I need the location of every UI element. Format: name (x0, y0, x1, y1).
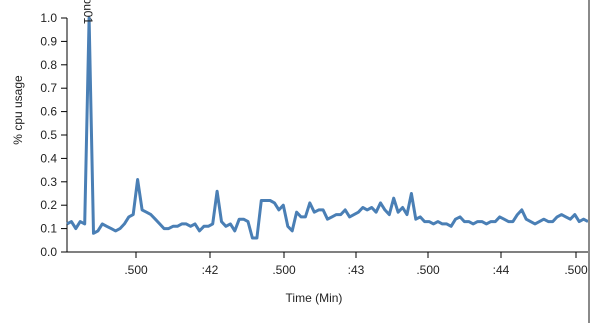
x-tick-label: .500 (124, 263, 148, 277)
x-tick-label: .500 (272, 263, 296, 277)
y-tick-label: 0.6 (40, 105, 57, 119)
x-tick-label: :44 (493, 263, 510, 277)
y-tick-label: 0.3 (40, 175, 57, 189)
cpu-usage-series-line (66, 16, 589, 240)
x-tick-label: .500 (564, 263, 588, 277)
y-tick-label: 0.7 (40, 81, 57, 95)
plot-area (66, 16, 589, 240)
y-tick-label: 0.5 (40, 128, 57, 142)
y-tick-label: 0.8 (40, 58, 57, 72)
x-tick-label: :42 (202, 263, 219, 277)
x-axis: .500 :42 .500 :43 .500 :44 .500 (67, 251, 588, 277)
y-tick-label: 0.0 (40, 245, 57, 259)
cpu01-annotation: cpu01 (81, 0, 95, 24)
y-axis: 0.0 0.1 0.2 0.3 0.4 0.5 0.6 0.7 0.8 0.9 1.0 (40, 11, 68, 259)
y-tick-label: 0.9 (40, 34, 57, 48)
x-tick-label: :43 (348, 263, 365, 277)
y-tick-label: 0.2 (40, 198, 57, 212)
x-axis-title: Time (Min) (286, 291, 343, 305)
y-axis-title: % cpu usage (11, 75, 25, 145)
y-tick-label: 0.4 (40, 151, 57, 165)
window-border (588, 0, 590, 323)
y-tick-label: 1.0 (40, 11, 57, 25)
y-tick-label: 0.1 (40, 222, 57, 236)
x-tick-label: .500 (416, 263, 440, 277)
